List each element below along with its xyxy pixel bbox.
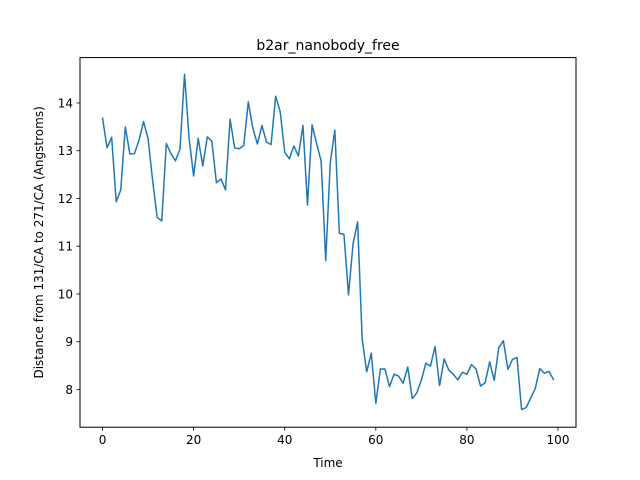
y-tick-label: 8 (65, 383, 73, 397)
x-tick-label: 0 (99, 433, 107, 447)
x-tick-label: 20 (186, 433, 201, 447)
plot-area (101, 73, 555, 411)
x-tick-label: 40 (277, 433, 292, 447)
y-tick-label: 11 (58, 240, 73, 254)
chart-title: b2ar_nanobody_free (256, 38, 399, 54)
x-tick-label: 80 (459, 433, 474, 447)
y-tick-label: 9 (65, 335, 73, 349)
y-tick-label: 14 (58, 96, 73, 110)
y-tick-label: 13 (58, 144, 73, 158)
x-axis: 0 20 40 60 80 100 (99, 427, 570, 447)
x-tick-label: 60 (368, 433, 383, 447)
series-line-0 (101, 73, 555, 411)
y-axis: 8 9 10 11 12 13 14 (58, 96, 80, 397)
x-tick-label: 100 (547, 433, 570, 447)
axes-frame (79, 57, 577, 428)
y-tick-label: 10 (58, 287, 73, 301)
y-tick-label: 12 (58, 192, 73, 206)
x-axis-label: Time (312, 456, 342, 470)
y-axis-label: Distance from 131/CA to 271/CA (Angstrom… (32, 106, 46, 378)
